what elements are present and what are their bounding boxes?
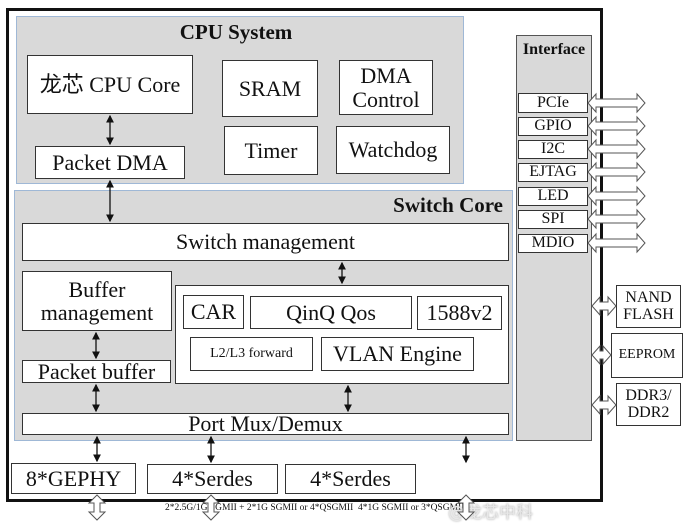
packet-dma-block: Packet DMA	[35, 146, 185, 179]
interface-mdio: MDIO	[518, 234, 588, 253]
interface-spi: SPI	[518, 210, 588, 229]
switch-management-block: Switch management	[22, 223, 509, 261]
switch-core-title: Switch Core	[393, 193, 503, 217]
dma-control-block: DMA Control	[339, 60, 433, 115]
cpu-core-block: 龙芯 CPU Core	[27, 55, 193, 114]
interface-led: LED	[518, 187, 588, 206]
ddr-block: DDR3/ DDR2	[616, 383, 681, 426]
watchdog-block: Watchdog	[336, 126, 450, 174]
memory-arrows	[591, 295, 617, 416]
serdes-block-1: 4*Serdes	[147, 464, 278, 494]
sram-block: SRAM	[222, 60, 318, 117]
ptp-1588v2-block: 1588v2	[417, 296, 502, 330]
interface-i2c: I2C	[518, 140, 588, 159]
phy-output-arrows	[87, 494, 476, 521]
cpu-system-title: CPU System	[179, 20, 293, 44]
interface-arrows	[587, 92, 646, 254]
serdes1-note: 2*2.5G/1G SGMII + 2*1G SGMII or 4*QSGMII	[165, 503, 354, 513]
l2l3-forward-block: L2/L3 forward	[190, 337, 313, 371]
nand-flash-block: NAND FLASH	[616, 285, 681, 328]
timer-block: Timer	[224, 126, 318, 175]
serdes-block-2: 4*Serdes	[285, 464, 416, 494]
qinq-qos-block: QinQ Qos	[250, 296, 412, 329]
interface-ejtag: EJTAG	[518, 163, 588, 182]
eeprom-block: EEPROM	[611, 333, 683, 378]
vlan-engine-block: VLAN Engine	[321, 337, 474, 371]
chip-boundary	[6, 8, 603, 502]
gephy-block: 8*GEPHY	[11, 463, 136, 494]
interface-gpio: GPIO	[518, 117, 588, 136]
packet-buffer-block: Packet buffer	[22, 360, 171, 383]
serdes2-note: 4*1G SGMII or 3*QSGMII	[358, 503, 465, 513]
port-mux-block: Port Mux/Demux	[22, 412, 509, 436]
buffer-management-block: Buffer management	[22, 271, 172, 331]
car-block: CAR	[183, 295, 244, 329]
interface-title: Interface	[522, 41, 586, 58]
